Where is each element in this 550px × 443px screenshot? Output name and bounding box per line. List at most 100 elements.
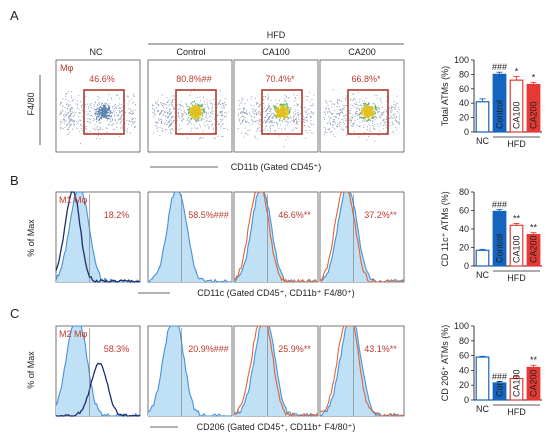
histogram-nc: 18.2% — [55, 191, 141, 283]
panel-c-y-label: % of Max — [26, 351, 36, 389]
x-group-label-nc: NC — [476, 270, 489, 280]
histogram-percent: 37.2%** — [364, 210, 397, 220]
panel-a-x-label: CD11b (Gated CD45⁺) — [231, 162, 322, 172]
bar-label: CA200 — [529, 101, 539, 129]
histogram-ca200: 37.2%** — [319, 191, 405, 283]
significance-mark: ### — [492, 372, 507, 382]
histogram-line — [147, 325, 233, 417]
histogram-fill — [234, 326, 318, 416]
histogram-ca100: 46.6%** — [233, 191, 319, 283]
panel-letter-b: B — [10, 173, 19, 188]
group-label-ca100: CA100 — [262, 47, 290, 57]
gate-box — [347, 89, 389, 135]
y-tick-label: 60 — [459, 206, 469, 216]
gate-label: M1 Mφ — [59, 195, 88, 205]
histogram-treatment-line — [233, 191, 319, 283]
gate-box — [83, 89, 125, 135]
y-tick-label: 0 — [464, 395, 469, 405]
histogram-fill — [234, 192, 318, 282]
gate-box — [175, 89, 217, 135]
y-tick-label: 100 — [454, 55, 469, 65]
group-label-control: Control — [176, 47, 205, 57]
histogram-line — [55, 325, 141, 417]
y-tick-label: 40 — [459, 98, 469, 108]
gate-label-mphi: Mφ — [60, 63, 73, 73]
panel-letter-a: A — [10, 8, 19, 23]
histogram-nc: 58.3% — [55, 325, 141, 417]
histogram-fill — [56, 326, 140, 416]
panel-letter-c: C — [10, 306, 19, 321]
bar-label: CA200 — [529, 369, 539, 397]
y-tick-label: 0 — [464, 127, 469, 137]
bar-label: Control — [495, 100, 505, 129]
x-group-label-nc: NC — [476, 136, 489, 146]
bar-chart-cd11c-atms: 0 20 40 60 80 CD 11c⁺ ATMs (%) ### Control ** CA1… — [440, 187, 542, 283]
panel-b-histograms: % of Max CD11c (Gated CD45⁺, CD11b⁺ F4/8… — [26, 191, 405, 298]
y-tick-label: 80 — [459, 187, 469, 197]
scatter-plot-frame — [55, 59, 141, 153]
x-group-label-hfd: HFD — [507, 273, 526, 283]
gate-label: M2 Mφ — [59, 329, 88, 339]
significance-mark: ** — [530, 223, 538, 233]
histogram-percent: 18.2% — [104, 210, 130, 220]
bar-label: CA100 — [512, 101, 522, 129]
histogram-nc-line — [55, 191, 141, 283]
scatter-plot-frame — [319, 59, 405, 153]
histogram-percent: 25.9%** — [278, 344, 311, 354]
group-label-nc: NC — [90, 47, 103, 57]
histogram-fill — [148, 326, 232, 416]
panel-c-x-label: CD206 (Gated CD45⁺, CD11b⁺ F4/80⁺) — [197, 422, 356, 432]
x-group-label-nc: NC — [476, 404, 489, 414]
y-tick-label: 20 — [459, 380, 469, 390]
histogram-percent: 58.5%### — [188, 210, 229, 220]
histogram-ca200: 43.1%** — [319, 325, 405, 418]
y-tick-label: 60 — [459, 351, 469, 361]
scatter-plot-control: 80.8%## — [147, 59, 233, 153]
gate-box — [261, 89, 303, 135]
significance-mark: * — [532, 72, 536, 82]
significance-mark: ### — [492, 200, 507, 210]
histogram-treatment-line — [319, 325, 405, 417]
panel-a-y-label: F4/80 — [26, 92, 36, 115]
bar-label: Control — [495, 234, 505, 263]
histogram-control: 20.9%### — [147, 325, 233, 417]
histogram-control: 58.5%### — [147, 191, 233, 283]
histogram-treatment-line — [233, 325, 319, 417]
y-tick-label: 80 — [459, 69, 469, 79]
significance-mark: ** — [530, 355, 538, 365]
bar-label: CA100 — [512, 369, 522, 397]
panel-b-y-label: % of Max — [26, 219, 36, 257]
significance-mark: ** — [513, 213, 521, 223]
group-label-ca200: CA200 — [348, 47, 376, 57]
panel-b-x-label: CD11c (Gated CD45⁺, CD11b⁺ F4/80⁺) — [197, 288, 354, 298]
y-axis-label: Total ATMs (%) — [440, 66, 450, 126]
hfd-header: HFD — [267, 30, 286, 40]
bar-chart-total-atms: 0 20 40 60 80 100 Total ATMs (%) ### Control * CA1… — [440, 55, 542, 149]
histogram-treatment-line — [319, 191, 405, 283]
y-tick-label: 80 — [459, 336, 469, 346]
y-tick-label: 40 — [459, 224, 469, 234]
histogram-percent: 46.6%** — [278, 210, 311, 220]
bar-label: Con — [495, 380, 505, 397]
significance-mark: * — [515, 67, 519, 77]
histogram-ca100: 25.9%** — [233, 325, 319, 418]
bar-nc — [475, 101, 490, 133]
significance-mark: ### — [492, 62, 507, 72]
panel-a-flow-plots: F4/80 CD11b (Gated CD45⁺) 46.6% 80.8%## 70… — [26, 59, 405, 172]
histogram-line — [147, 191, 232, 283]
bar-label: CA200 — [529, 235, 539, 263]
bar-chart-cd206-atms: 0 20 40 60 80 100 CD 206⁺ ATMs (%) ###Con CA100 *… — [440, 321, 542, 417]
histogram-nc-line — [55, 362, 141, 417]
bar-nc — [475, 356, 490, 401]
histogram-percent: 43.1%** — [364, 344, 397, 354]
bar-nc — [475, 249, 490, 267]
scatter-plot-nc: 46.6% — [55, 59, 141, 153]
scatter-plot-ca100: 70.4%* — [233, 59, 319, 153]
x-group-label-hfd: HFD — [507, 139, 526, 149]
y-tick-label: 40 — [459, 365, 469, 375]
histogram-fill — [320, 326, 404, 416]
gate-percent: 80.8%## — [176, 74, 212, 84]
gate-percent: 70.4%* — [265, 74, 295, 84]
y-tick-label: 0 — [464, 261, 469, 271]
